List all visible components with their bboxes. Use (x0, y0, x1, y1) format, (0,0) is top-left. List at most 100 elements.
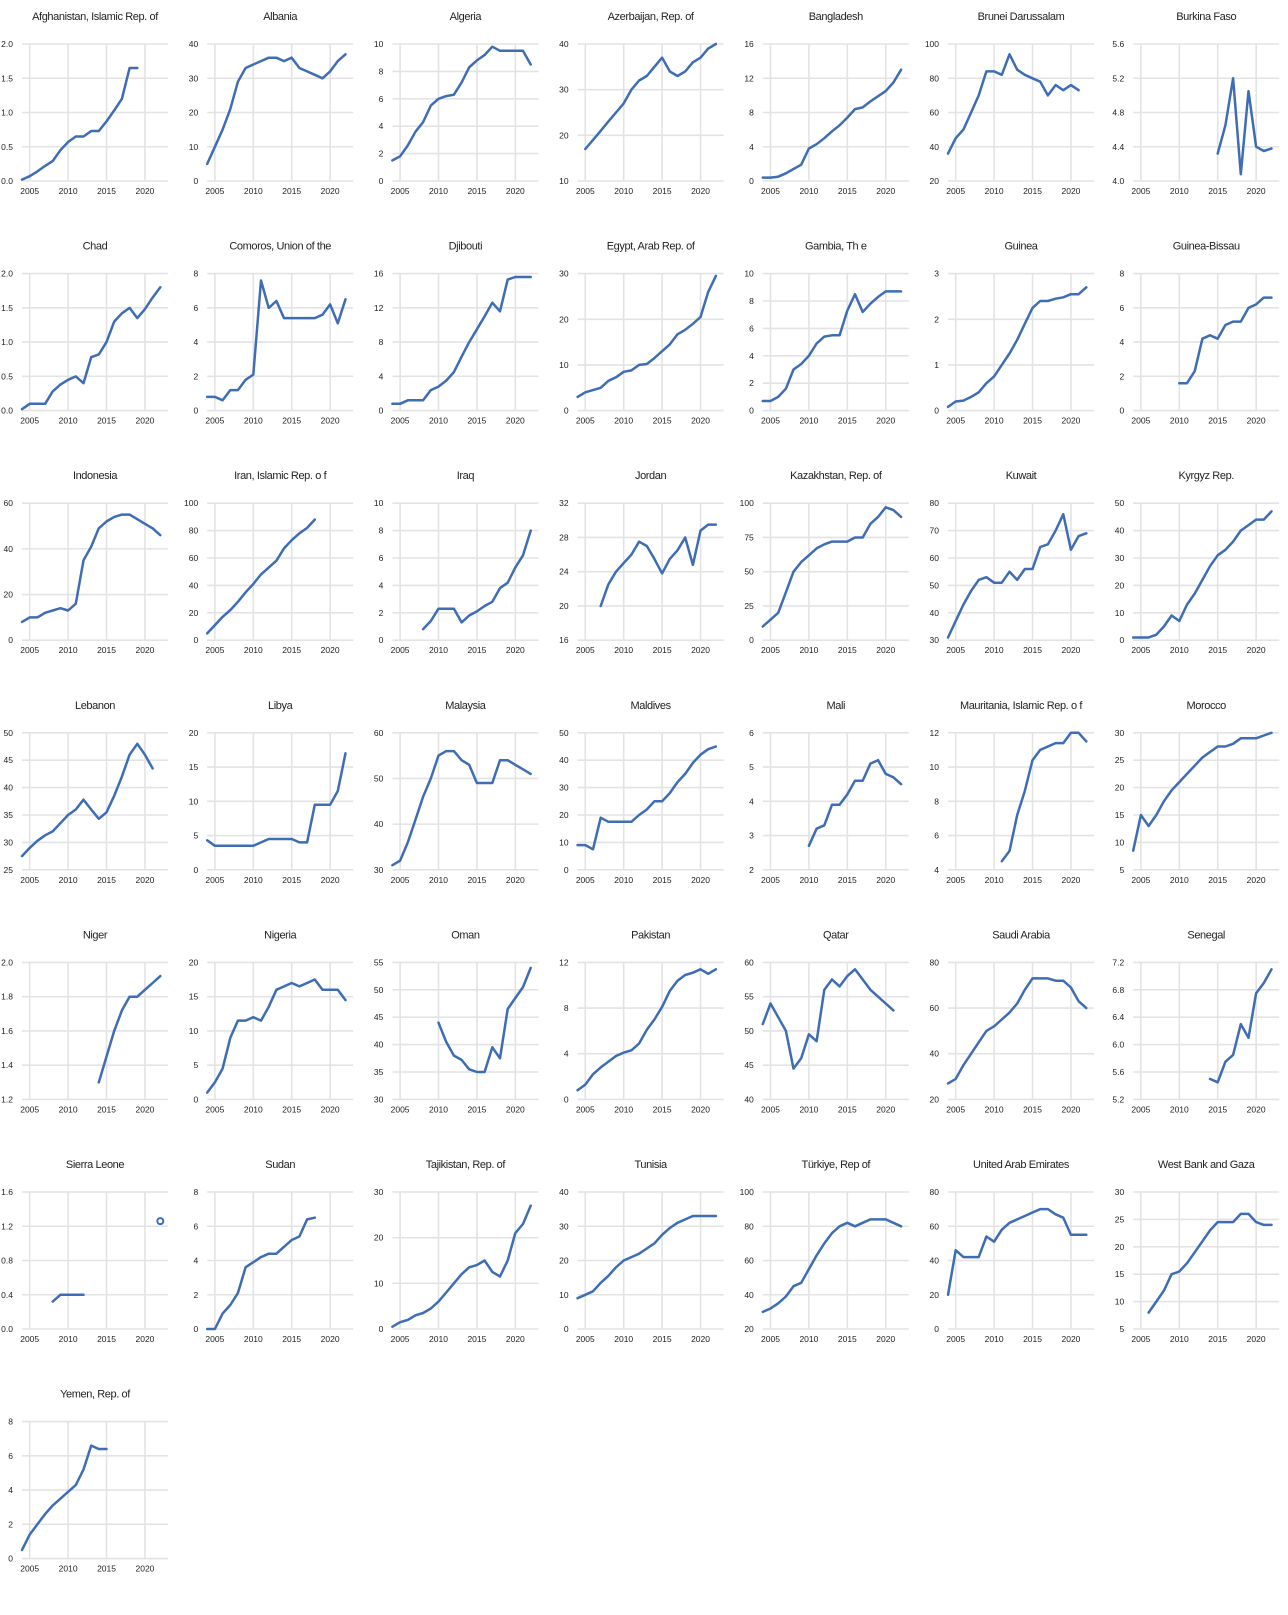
panel-title: Iran, Islamic Rep. o f (234, 470, 327, 482)
y-tick-label: 0 (564, 865, 569, 875)
x-tick-label: 2015 (1208, 186, 1227, 196)
x-tick-label: 2015 (653, 416, 672, 426)
y-tick-label: 6 (749, 728, 754, 738)
series-line (20, 513, 162, 624)
y-tick-label: 5.6 (1112, 1067, 1124, 1077)
y-tick-label: 2 (193, 1290, 198, 1300)
y-tick-label: 0 (749, 635, 754, 645)
y-tick-label: 2.0 (1, 269, 13, 279)
y-tick-label: 25 (1115, 755, 1125, 765)
x-tick-label: 2005 (391, 1104, 410, 1114)
y-tick-label: 0 (193, 865, 198, 875)
panel-title: Yemen, Rep. of (60, 1389, 131, 1401)
x-tick-label: 2005 (1131, 645, 1150, 655)
y-tick-label: 1.2 (1, 1221, 13, 1231)
data-point (156, 1217, 165, 1226)
panel-title: Lebanon (75, 700, 115, 712)
y-tick-label: 0 (379, 406, 384, 416)
y-tick-label: 0.5 (1, 142, 13, 152)
y-tick-label: 0 (564, 1324, 569, 1334)
x-tick-label: 2010 (59, 1564, 78, 1574)
y-tick-label: 6 (934, 831, 939, 841)
y-tick-label: 25 (744, 601, 754, 611)
panel: Brunei Darussalam 20 40 60 80 100 2005 2010 2015… (925, 11, 1094, 196)
x-tick-label: 2005 (761, 186, 780, 196)
y-tick-label: 4 (8, 1485, 13, 1495)
x-tick-label: 2015 (97, 186, 116, 196)
x-tick-label: 2010 (59, 186, 78, 196)
y-tick-label: 6.0 (1112, 1040, 1124, 1050)
y-tick-label: 20 (1115, 783, 1125, 793)
y-tick-label: 0 (8, 1554, 13, 1564)
panel-title: Mauritania, Islamic Rep. o f (960, 700, 1083, 712)
panel: Qatar 40 45 50 55 60 2005 2010 2015 2020 (744, 929, 909, 1114)
y-tick-label: 20 (4, 590, 14, 600)
y-tick-label: 6 (193, 303, 198, 313)
x-tick-label: 2020 (135, 1564, 154, 1574)
y-tick-label: 20 (559, 130, 569, 140)
y-tick-label: 2 (1119, 371, 1124, 381)
x-tick-label: 2015 (838, 875, 857, 885)
panel-title: Maldives (630, 700, 671, 712)
y-tick-label: 2 (8, 1519, 13, 1529)
y-tick-label: 20 (930, 1290, 940, 1300)
x-tick-label: 2015 (838, 1334, 857, 1344)
series-line (576, 1214, 718, 1300)
x-tick-label: 2020 (321, 1334, 340, 1344)
x-tick-label: 2010 (985, 1334, 1004, 1344)
y-tick-label: 80 (930, 73, 940, 83)
panel-title: Azerbaijan, Rep. of (608, 11, 695, 23)
y-tick-label: 70 (930, 526, 940, 536)
panel: Djibouti 0 4 8 12 16 2005 2010 2015 2020 (374, 241, 539, 426)
y-tick-label: 10 (744, 269, 754, 279)
x-tick-label: 2020 (1247, 645, 1266, 655)
series-line (437, 966, 532, 1074)
x-tick-label: 2020 (1247, 875, 1266, 885)
y-tick-label: 40 (744, 1290, 754, 1300)
x-tick-label: 2020 (876, 645, 895, 655)
y-tick-label: 3 (749, 831, 754, 841)
x-tick-label: 2015 (838, 645, 857, 655)
y-tick-label: 4 (564, 1049, 569, 1059)
y-tick-label: 6 (8, 1451, 13, 1461)
y-tick-label: 8 (193, 1187, 198, 1197)
series-line (1178, 296, 1273, 385)
y-tick-label: 0 (193, 406, 198, 416)
x-tick-label: 2005 (20, 416, 39, 426)
x-tick-label: 2005 (1131, 186, 1150, 196)
series-line (946, 1207, 1088, 1297)
y-tick-label: 8 (379, 526, 384, 536)
y-tick-label: 40 (1115, 526, 1125, 536)
series-line (761, 1218, 903, 1314)
x-tick-label: 2010 (1170, 875, 1189, 885)
y-tick-label: 80 (930, 498, 940, 508)
y-tick-label: 8 (1119, 269, 1124, 279)
x-tick-label: 2020 (1061, 416, 1080, 426)
x-tick-label: 2020 (506, 1104, 525, 1114)
panel: Mauritania, Islamic Rep. o f 4 6 8 10 12 2005 2… (930, 700, 1094, 885)
x-tick-label: 2015 (467, 416, 486, 426)
panel: Tajikistan, Rep. of 0 10 20 30 2005 2010 2015 20… (374, 1159, 539, 1344)
y-tick-label: 10 (559, 1290, 569, 1300)
y-tick-label: 6 (749, 323, 754, 333)
series-line (205, 518, 317, 635)
y-tick-label: 12 (374, 303, 384, 313)
y-tick-label: 35 (4, 810, 14, 820)
x-tick-label: 2010 (985, 645, 1004, 655)
y-tick-label: 1.0 (1, 108, 13, 118)
y-tick-label: 55 (744, 992, 754, 1002)
x-tick-label: 2020 (1247, 1334, 1266, 1344)
x-tick-label: 2015 (97, 1564, 116, 1574)
series-line (391, 45, 532, 162)
x-tick-label: 2020 (321, 645, 340, 655)
x-tick-label: 2005 (20, 1104, 39, 1114)
y-tick-label: 20 (189, 608, 199, 618)
y-tick-label: 100 (740, 498, 754, 508)
x-tick-label: 2010 (244, 416, 263, 426)
series-line (946, 512, 1088, 639)
x-tick-label: 2020 (876, 1334, 895, 1344)
x-tick-label: 2020 (691, 875, 710, 885)
y-tick-label: 25 (1115, 1214, 1125, 1224)
panel-title: Sudan (265, 1159, 295, 1171)
